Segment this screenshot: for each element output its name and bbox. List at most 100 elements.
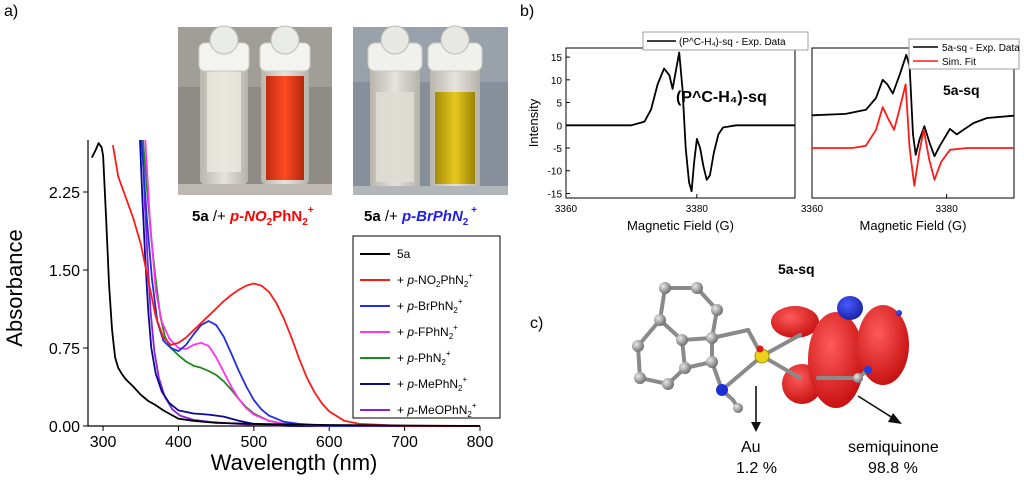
epr1-x-axis-label: Magnetic Field (G) [627,218,734,233]
epr2-x-tick-label: 3380 [936,204,959,215]
uvvis-x-tick-label: 300 [90,434,117,451]
caption-right-base: 5a [364,208,381,225]
epr1-y-tick-label: 15 [551,53,563,64]
uvvis-legend-entry-F: + p-FPhN2+ [397,323,458,341]
orbital-lobe-red-3 [808,312,864,408]
photo-left-table [178,184,332,195]
molecule-atoms [632,282,872,413]
uvvis-x-tick-label: 700 [391,434,418,451]
caption-left-sub1: 2 [267,217,273,228]
caption-left-sep: /+ [209,208,230,225]
uvvis-y-tick-label: 0.75 [49,341,80,358]
photo-left [178,25,332,195]
epr2-line-sim [812,83,1014,187]
cuvette-clear-solution [207,72,241,172]
panel-b-label: b) [520,3,534,20]
photo-right-caption: 5a /+ p-BrPhN2 + [364,205,477,228]
uvvis-x-tick-label: 400 [165,434,192,451]
uvvis-line-NO2 [112,145,480,427]
atom-c8 [634,372,646,384]
caption-right-reagent: p-BrPhN [401,208,464,225]
epr1-legend-entry: (P^C-H₄)-sq - Exp. Data [679,37,786,48]
atom-methyl [733,403,743,413]
atom-nitrogen [716,384,728,396]
epr2-legend-box [908,38,1020,70]
uvvis-line-5a [90,142,481,427]
epr1-y-axis-label: Intensity [526,98,541,147]
panel-c-label: c) [530,315,543,332]
caption-left-sub2: 2 [302,217,308,228]
atom-c1 [659,282,671,294]
epr2-line-exp [811,53,1015,158]
uvvis-y-tick-label: 1.50 [49,263,80,280]
caption-left-reagent2: PhN [272,208,302,225]
atom-oxygen [756,345,764,353]
panel-a-label: a) [4,3,18,20]
epr1-legend-box [642,31,809,51]
epr1-y-tick-label: 5 [556,99,562,110]
caption-right-sup: + [468,205,477,216]
uvvis-x-axis-label: Wavelength (nm) [211,450,378,475]
epr1-annotation: (P^C-H₄)-sq [676,89,767,106]
epr1-x-tick-label: 3380 [686,204,709,215]
cap-top-right-1 [380,25,410,55]
uvvis-legend-entry-5a: 5a [397,247,411,261]
atom-c10 [679,362,691,374]
semiquinone-percent: 98.8 % [868,460,918,477]
orbital-lobe-blue-2 [896,310,902,316]
epr-chart-left: 3360 3380 15 10 5 0 -5 -10 -15 Magnetic Field (G)… [526,31,809,233]
uvvis-line-F [144,139,480,427]
uvvis-legend: 5a + p-NO2PhN2+ + p-BrPhN2+ + p-FPhN2+ + p-P… [352,235,501,419]
cap-top-right-2 [440,25,470,55]
orbital-title: 5a-sq [778,261,815,277]
caption-right-sub1: 2 [463,217,469,228]
atom-c2 [691,282,703,294]
uvvis-legend-entry-MeO: + p-MeOPhN2+ [397,401,477,419]
cuvette-red-solution [266,76,304,180]
epr1-y-tick-label: 10 [551,76,563,87]
au-label: Au [741,439,761,456]
uvvis-legend-entry-Ph: + p-PhN2+ [397,349,451,367]
uvvis-x-tick-label: 600 [316,434,343,451]
uvvis-y-axis-label: Absorbance [2,229,27,346]
semiquinone-label: semiquinone [848,439,939,456]
atom-c9 [662,378,674,390]
epr2-legend-entry-exp: 5a-sq - Exp. Data [942,43,1020,54]
photo-left-caption: 5a /+ p-NO2PhN2+ [192,205,314,228]
au-percent: 1.2 % [736,460,777,477]
atom-c7 [632,340,644,352]
uvvis-y-tick-label: 2.25 [49,185,80,202]
atom-c4 [706,332,718,344]
atom-c12 [853,373,863,383]
uvvis-chart: 300 400 500 600 700 800 0.00 0.75 1.50 2.25 Wavele… [2,140,493,475]
uvvis-legend-box [352,235,501,419]
atom-c11 [706,356,718,368]
caption-left-reagent: p-NO [229,208,267,225]
atom-c5 [676,334,688,346]
epr2-x-axis-label: Magnetic Field (G) [860,218,967,233]
uvvis-legend-entry-NO2: + p-NO2PhN2+ [397,271,473,289]
au-arrow-head [751,422,761,432]
uvvis-x-tick-label: 800 [467,434,494,451]
caption-left-base: 5a [192,208,209,225]
epr1-line-exp [566,51,795,193]
epr1-y-tick-label: -15 [548,189,563,200]
uvvis-line-Me [139,139,480,427]
uvvis-legend-entry-Br: + p-BrPhN2+ [397,297,463,315]
cuvette-clear-2-solution [376,92,414,182]
atom-c3 [711,304,723,316]
epr2-annotation: 5a-sq [943,82,980,98]
orbital-figure: 5a-sq [632,261,939,477]
photo-right-table [353,186,508,195]
epr1-y-tick-label: -10 [548,167,563,178]
epr2-legend-entry-sim: Sim. Fit [942,57,976,68]
cuvette-yellow-solution [435,92,475,184]
uvvis-series [90,139,481,427]
orbital-lobe-blue-1 [837,296,863,320]
caption-left-sup: + [308,205,314,216]
atom-c6 [654,314,666,326]
semiquinone-arrow-shaft [857,395,897,421]
epr-chart-right: 3360 3380 Magnetic Field (G) 5a-sq - Exp. D… [801,38,1020,233]
cap-top-left-2 [270,25,300,55]
orbital-lobe-red-4 [857,305,909,385]
